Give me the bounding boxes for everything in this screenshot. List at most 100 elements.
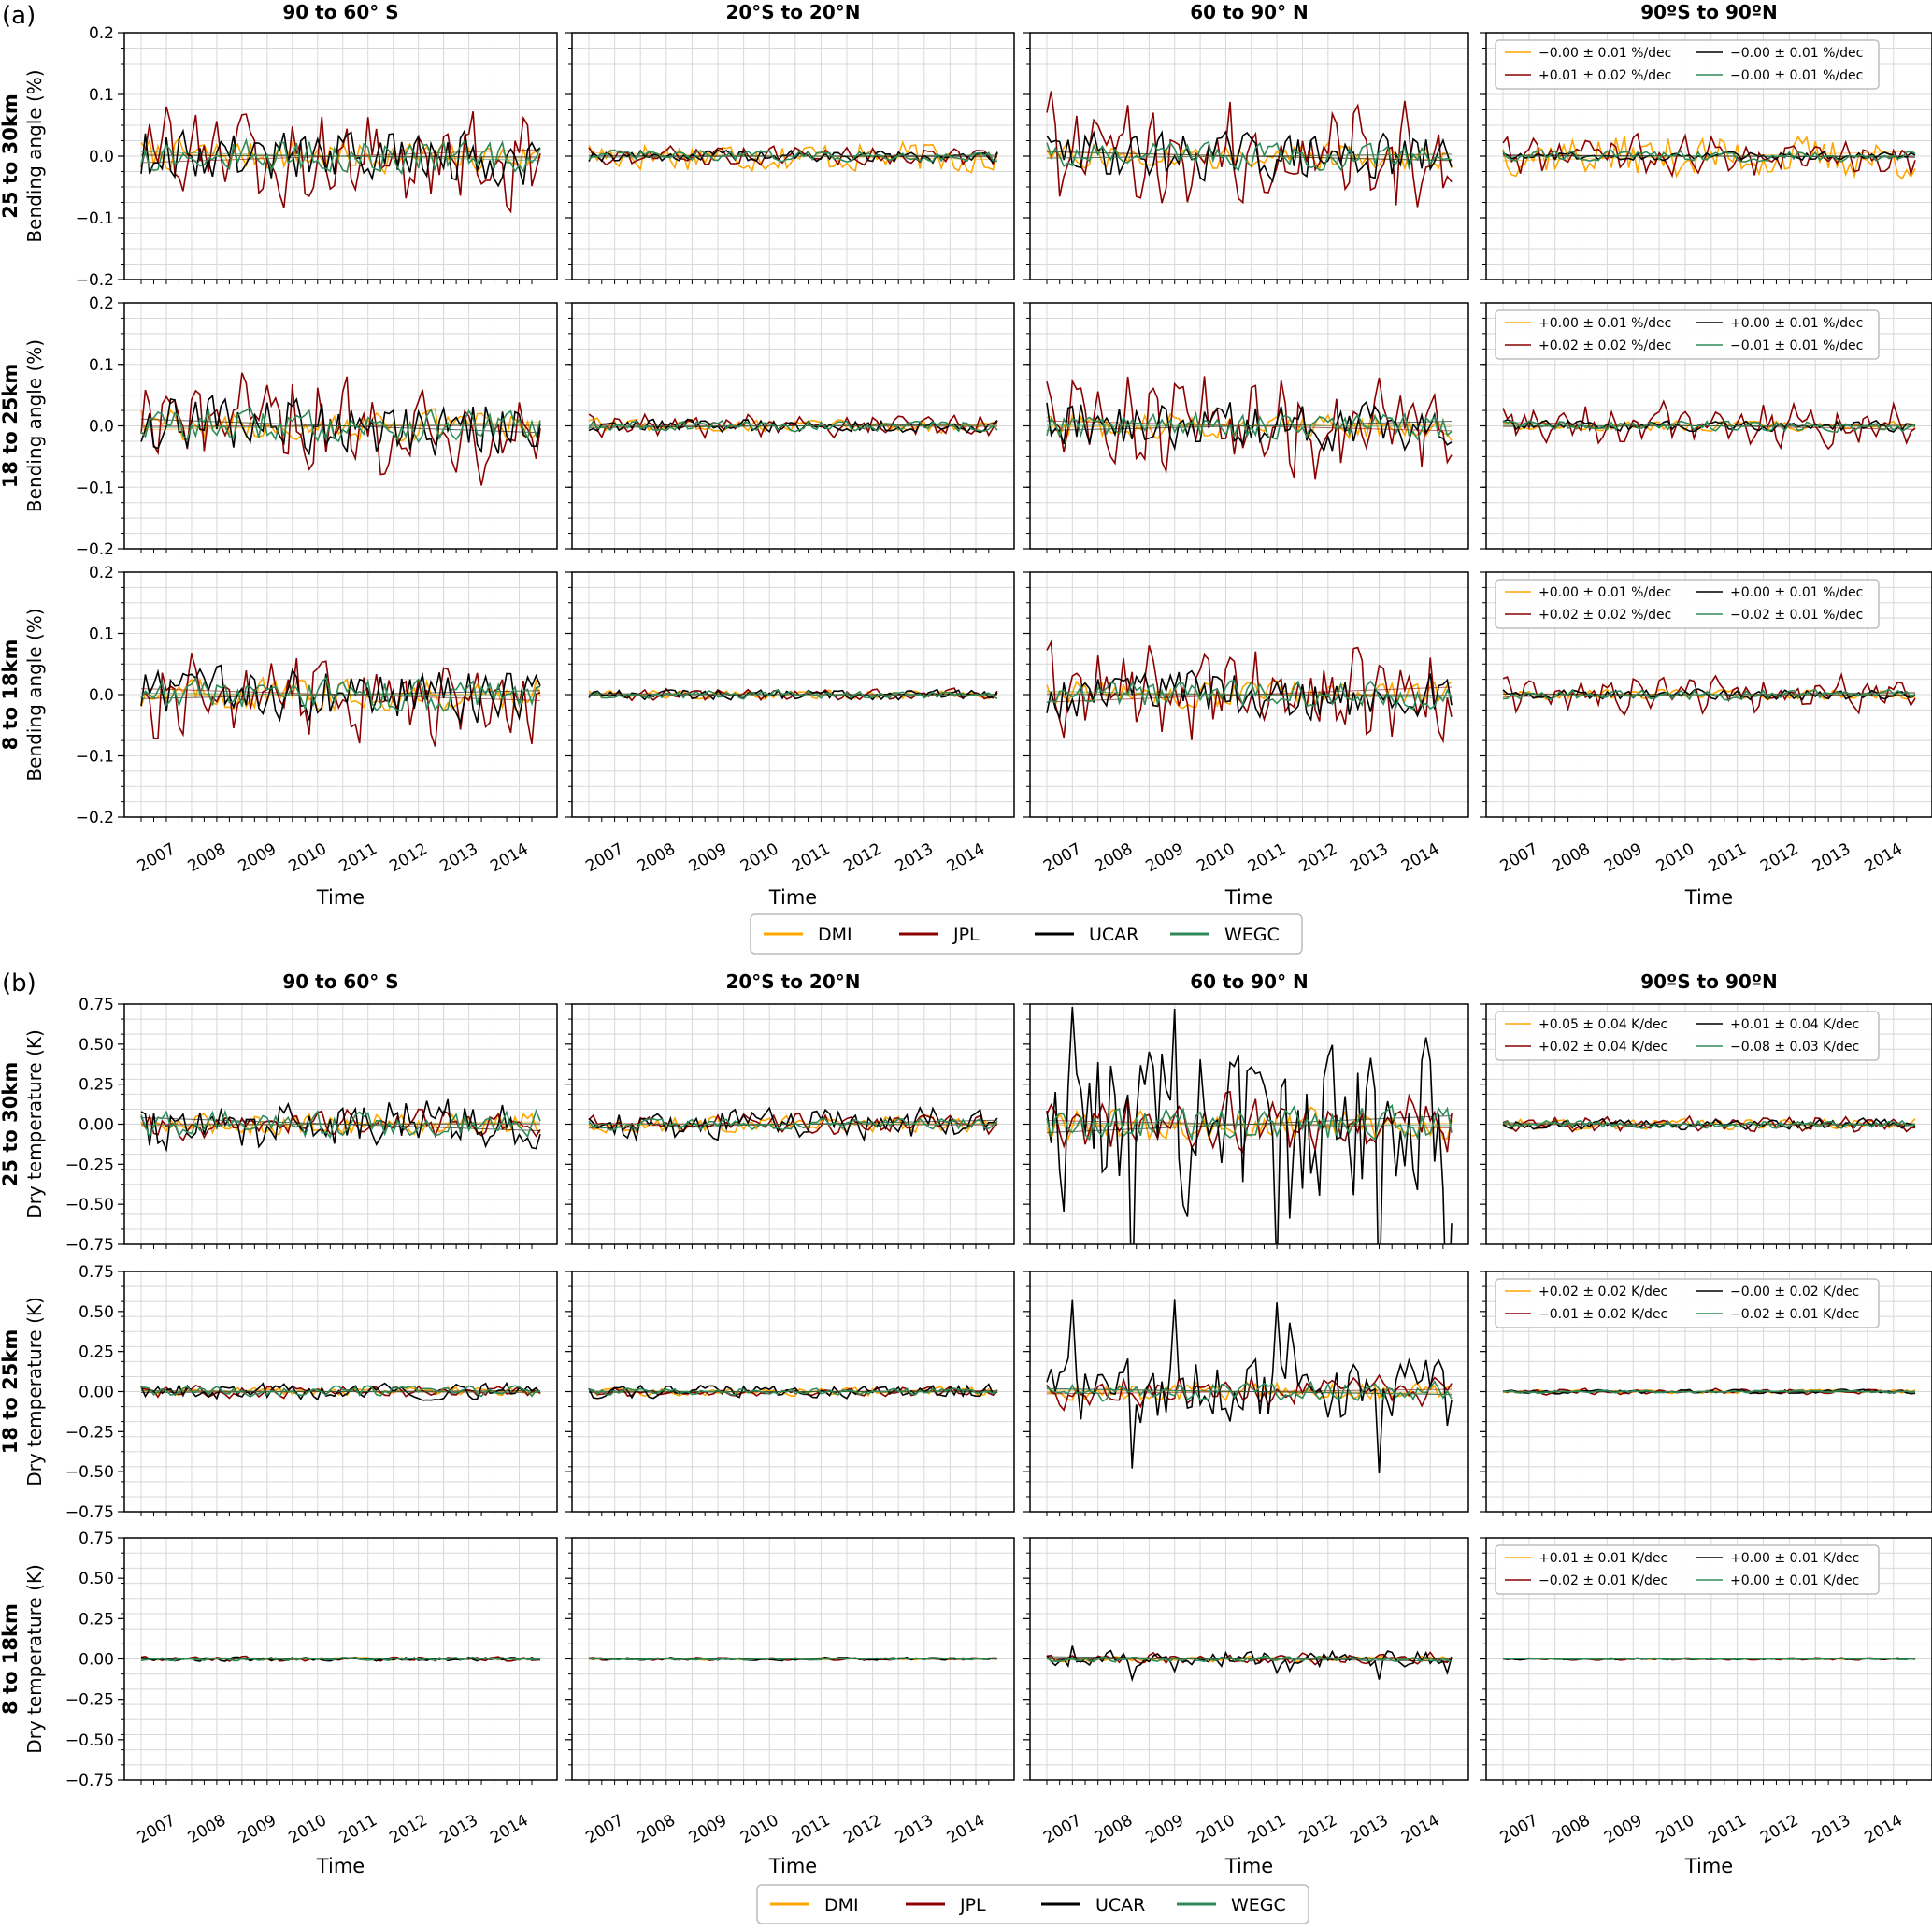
x-tick-label: 2014 xyxy=(487,840,531,876)
series-ucar xyxy=(1046,669,1453,722)
x-tick-label: 2011 xyxy=(336,840,379,876)
x-tick-label: 2007 xyxy=(1040,840,1084,876)
series-wegc xyxy=(1046,1380,1453,1402)
trend-wegc xyxy=(1502,693,1916,696)
series-wegc xyxy=(1046,410,1453,441)
x-tick-label: 2014 xyxy=(1398,1811,1442,1847)
column-title: 60 to 90° N xyxy=(1190,1,1309,23)
series-lines xyxy=(588,1106,998,1142)
y-tick-label: 0.25 xyxy=(79,1076,114,1095)
y-tick-label: 0.1 xyxy=(89,356,114,375)
x-tick-label: 2008 xyxy=(1549,840,1593,876)
subplot-r1-c1 xyxy=(565,1271,1015,1516)
series-lines xyxy=(1502,1657,1916,1661)
subplot-r2-c3: 2007 2008 2009 2010 2011 2012 2013 2014 Time +0.0… xyxy=(1480,571,1932,909)
trend-label-wegc: −0.00 ± 0.01 %/dec xyxy=(1730,68,1863,83)
trend-legend: +0.05 ± 0.04 K/dec +0.02 ± 0.04 K/dec +0.0… xyxy=(1495,1011,1880,1061)
trend-label-ucar: +0.00 ± 0.01 %/dec xyxy=(1730,316,1863,331)
y-axis-label: Dry temperature (K) xyxy=(23,1297,46,1486)
series-jpl xyxy=(140,372,541,486)
subplot-r0-c2 xyxy=(1023,32,1469,284)
x-tick-label: 2013 xyxy=(893,1811,937,1847)
series-lines xyxy=(140,653,541,747)
subplot-r2-c2: 2007 2008 2009 2010 2011 2012 2013 2014 Time xyxy=(1023,1537,1469,1877)
x-tick-label: 2007 xyxy=(1497,840,1541,876)
x-tick-label: 2012 xyxy=(1296,840,1340,876)
series-wegc xyxy=(140,1385,541,1398)
series-lines xyxy=(1046,1299,1453,1473)
y-tick-label: 0.0 xyxy=(89,418,114,437)
series-lines xyxy=(1046,1006,1453,1244)
column-title: 60 to 90° N xyxy=(1190,970,1309,993)
series-lines xyxy=(1046,376,1453,480)
trend-label-wegc: −0.01 ± 0.01 %/dec xyxy=(1730,338,1863,353)
x-tick-label: 2010 xyxy=(1653,840,1697,876)
trend-wegc xyxy=(588,1390,998,1393)
series-lines xyxy=(1046,639,1453,744)
series-wegc xyxy=(140,406,541,444)
x-tick-label: 2010 xyxy=(1653,1811,1697,1847)
series-lines xyxy=(1046,91,1453,208)
trend-wegc xyxy=(140,1390,541,1393)
series-lines xyxy=(1046,1645,1453,1683)
series-ucar xyxy=(140,128,541,188)
trend-wegc xyxy=(140,1122,541,1127)
trend-wegc xyxy=(1502,1390,1916,1393)
trend-label-jpl: +0.02 ± 0.02 %/dec xyxy=(1538,608,1671,623)
x-tick-label: 2013 xyxy=(1347,840,1391,876)
y-tick-label: −0.2 xyxy=(76,809,114,827)
x-tick-label: 2011 xyxy=(1705,1811,1749,1847)
subplot-r2-c2: 2007 2008 2009 2010 2011 2012 2013 2014 Time xyxy=(1023,571,1469,909)
series-lines xyxy=(588,687,998,702)
trend-wegc xyxy=(1046,1122,1453,1127)
series-wegc xyxy=(1502,688,1916,701)
y-tick-label: −0.1 xyxy=(76,748,114,767)
trend-legend: −0.00 ± 0.01 %/dec +0.01 ± 0.02 %/dec −0.0… xyxy=(1495,39,1880,90)
trend-label-ucar: −0.00 ± 0.02 K/dec xyxy=(1730,1285,1859,1299)
x-tick-label: 2012 xyxy=(1296,1811,1340,1847)
legend-item-wegc: WEGC xyxy=(1231,1895,1286,1916)
x-tick-label: 2012 xyxy=(1757,1811,1801,1847)
x-tick-label: 2012 xyxy=(840,840,884,876)
y-tick-label: −0.1 xyxy=(76,209,114,228)
y-tick-label: 0.50 xyxy=(79,1036,114,1055)
trend-label-ucar: +0.00 ± 0.01 K/dec xyxy=(1730,1551,1859,1566)
y-tick-label: 0.75 xyxy=(79,996,114,1014)
panel-a: (a) 90 to 60° S 20°S to 20°N 60 to 90° N 90º… xyxy=(0,1,1932,955)
y-tick-label: −0.25 xyxy=(65,1156,114,1174)
x-tick-label: 2014 xyxy=(1862,840,1906,876)
x-tick-label: 2010 xyxy=(1194,1811,1238,1847)
column-title: 20°S to 20°N xyxy=(725,970,860,993)
series-lines xyxy=(588,1383,998,1400)
trend-wegc xyxy=(140,693,541,696)
series-dmi xyxy=(1046,680,1453,710)
y-axis-label: Dry temperature (K) xyxy=(23,1564,46,1754)
series-jpl xyxy=(140,106,541,214)
x-tick-label: 2013 xyxy=(1347,1811,1391,1847)
x-tick-label: 2011 xyxy=(336,1811,379,1847)
trend-wegc xyxy=(1046,1658,1453,1660)
x-tick-label: 2010 xyxy=(737,840,781,876)
series-lines xyxy=(140,1381,541,1401)
trend-wegc xyxy=(1502,1123,1916,1126)
x-tick-label: 2008 xyxy=(1092,840,1136,876)
trend-wegc xyxy=(140,1658,541,1660)
subplot-r0-c3: +0.05 ± 0.04 K/dec +0.02 ± 0.04 K/dec +0.0… xyxy=(1480,1003,1932,1249)
trend-label-jpl: −0.01 ± 0.02 K/dec xyxy=(1538,1307,1667,1322)
trend-label-dmi: +0.05 ± 0.04 K/dec xyxy=(1538,1017,1667,1032)
series-wegc xyxy=(1046,1103,1453,1141)
y-tick-label: −0.50 xyxy=(65,1731,114,1750)
subplot-r0-c2 xyxy=(1023,1003,1469,1249)
trend-label-wegc: −0.02 ± 0.01 K/dec xyxy=(1730,1307,1859,1322)
x-tick-label: 2009 xyxy=(236,1811,279,1847)
y-tick-label: 0.25 xyxy=(79,1343,114,1362)
subplot-r1-c0: 0.75 0.50 0.25 0.00 −0.25 −0.50 −0.75 xyxy=(65,1263,558,1522)
series-lines xyxy=(588,1656,998,1662)
y-tick-label: 0.2 xyxy=(89,564,114,582)
series-jpl xyxy=(588,144,998,166)
column-title: 90 to 60° S xyxy=(282,970,398,993)
x-tick-label: 2008 xyxy=(1549,1811,1593,1847)
row-label: 25 to 30km xyxy=(0,93,21,218)
series-lines xyxy=(140,372,541,486)
x-tick-label: 2009 xyxy=(1143,840,1187,876)
